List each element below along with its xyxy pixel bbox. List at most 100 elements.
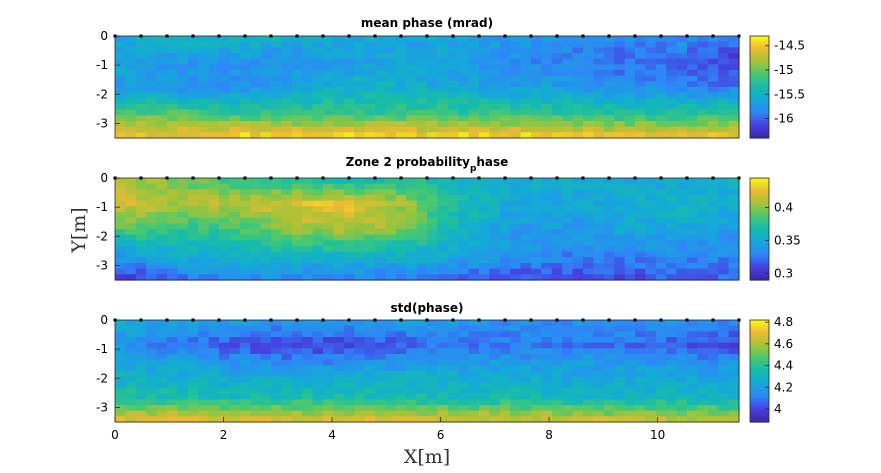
heatmap-cell xyxy=(635,109,646,116)
colorbar-segment xyxy=(750,365,769,370)
heatmap-cell xyxy=(468,257,480,264)
heatmap-cell xyxy=(645,382,657,389)
heatmap-cell xyxy=(302,348,314,355)
heatmap-cell xyxy=(343,348,355,355)
heatmap-cell xyxy=(468,104,480,111)
heatmap-cell xyxy=(427,263,438,270)
heatmap-cell xyxy=(375,200,386,207)
heatmap-cell xyxy=(541,109,553,116)
heatmap-cell xyxy=(406,268,418,275)
heatmap-cell xyxy=(323,64,334,71)
heatmap-cell xyxy=(614,121,626,128)
heatmap-cell xyxy=(520,81,532,88)
colorbar-segment xyxy=(750,81,769,86)
heatmap-cell xyxy=(551,388,563,395)
heatmap-cell xyxy=(312,47,324,54)
heatmap-cell xyxy=(687,229,698,236)
heatmap-cell xyxy=(167,217,178,224)
heatmap-cell xyxy=(219,257,230,264)
heatmap-cell xyxy=(583,109,594,116)
heatmap-cell xyxy=(707,325,719,332)
heatmap-cell xyxy=(187,325,199,332)
colorbar-segment xyxy=(750,416,769,421)
heatmap-cell xyxy=(302,36,314,43)
heatmap-cell xyxy=(416,342,428,349)
heatmap-cell xyxy=(645,399,657,406)
heatmap-cell xyxy=(239,109,251,116)
heatmap-cell xyxy=(333,251,345,258)
colorbar-segment xyxy=(750,378,769,382)
heatmap-cell xyxy=(125,217,137,224)
heatmap-cell xyxy=(260,348,272,355)
heatmap-cell xyxy=(291,121,303,128)
heatmap-cell xyxy=(541,382,553,389)
heatmap-cell xyxy=(437,132,449,139)
heatmap-cell xyxy=(645,200,657,207)
heatmap-cell xyxy=(354,416,366,423)
heatmap-cell xyxy=(177,47,189,54)
heatmap-cell xyxy=(125,359,137,366)
heatmap-cell xyxy=(624,126,636,133)
heatmap-cell xyxy=(572,337,584,344)
panel-3-colorbar: 4.84.64.44.24 xyxy=(749,315,793,423)
heatmap-cell xyxy=(624,92,636,99)
heatmap-cell xyxy=(624,58,636,65)
heatmap-cell xyxy=(271,257,282,264)
heatmap-cell xyxy=(666,64,678,71)
heatmap-cell xyxy=(156,189,168,196)
heatmap-cell xyxy=(551,371,563,378)
heatmap-cell xyxy=(229,126,241,133)
heatmap-cell xyxy=(437,178,449,185)
heatmap-cell xyxy=(437,359,449,366)
heatmap-cell xyxy=(239,359,251,366)
heatmap-cell xyxy=(291,399,303,406)
heatmap-cell xyxy=(416,371,428,378)
heatmap-cell xyxy=(499,81,511,88)
heatmap-cell xyxy=(531,75,542,82)
heatmap-cell xyxy=(645,342,657,349)
heatmap-cell xyxy=(427,320,438,327)
heatmap-cell xyxy=(499,64,511,71)
heatmap-cell xyxy=(229,388,241,395)
panel-3-heatmap xyxy=(115,320,740,423)
colorbar-frame xyxy=(749,319,770,423)
heatmap-cell xyxy=(115,183,126,190)
heatmap-cell xyxy=(593,320,605,327)
heatmap-cell xyxy=(666,41,678,48)
heatmap-cell xyxy=(354,53,366,60)
heatmap-cell xyxy=(593,342,605,349)
heatmap-cell xyxy=(271,405,282,412)
heatmap-cell xyxy=(187,109,199,116)
heatmap-cell xyxy=(489,41,501,48)
heatmap-cell xyxy=(260,81,272,88)
sensor-marker xyxy=(347,318,351,322)
colorbar-segment xyxy=(750,234,769,238)
heatmap-cell xyxy=(614,200,626,207)
heatmap-cell xyxy=(406,195,418,202)
heatmap-cell xyxy=(219,223,230,230)
heatmap-cell xyxy=(479,217,490,224)
heatmap-cell xyxy=(427,410,438,417)
sensor-marker xyxy=(165,176,169,180)
heatmap-cell xyxy=(229,70,241,77)
heatmap-cell xyxy=(312,325,324,332)
heatmap-cell xyxy=(479,229,490,236)
heatmap-cell xyxy=(135,81,147,88)
heatmap-cell xyxy=(593,70,605,77)
heatmap-cell xyxy=(271,41,282,48)
heatmap-cell xyxy=(479,183,490,190)
heatmap-cell xyxy=(728,115,740,122)
heatmap-cell xyxy=(614,342,626,349)
heatmap-cell xyxy=(447,416,459,423)
heatmap-cell xyxy=(364,41,376,48)
heatmap-cell xyxy=(146,410,158,417)
heatmap-cell xyxy=(395,229,407,236)
heatmap-cell xyxy=(697,58,709,65)
heatmap-cell xyxy=(125,75,137,82)
heatmap-cell xyxy=(728,337,740,344)
heatmap-cell xyxy=(343,92,355,99)
heatmap-cell xyxy=(177,217,189,224)
heatmap-cell xyxy=(177,183,189,190)
heatmap-cell xyxy=(312,240,324,247)
heatmap-cell xyxy=(198,70,210,77)
